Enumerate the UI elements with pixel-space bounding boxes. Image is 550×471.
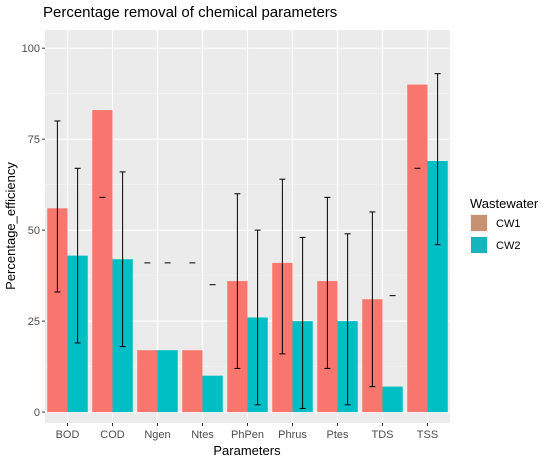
y-tick-label: 50: [28, 225, 40, 237]
y-tick-label: 0: [34, 407, 40, 419]
legend: Wastewater CW1 CW2: [470, 196, 539, 254]
legend-swatch-cw2: [471, 237, 487, 253]
bar-cw2: [157, 350, 178, 413]
y-tick-label: 75: [28, 134, 40, 146]
x-tick-label: Ptes: [326, 429, 349, 441]
y-tick-label: 25: [28, 316, 40, 328]
legend-swatch-cw1: [471, 215, 487, 231]
legend-label: CW1: [496, 218, 520, 230]
x-tick-label: Phrus: [278, 429, 307, 441]
bar-cw1: [47, 208, 68, 413]
x-tick-label: BOD: [56, 429, 80, 441]
bar-cw1: [182, 350, 203, 413]
x-axis-label: Parameters: [213, 443, 281, 458]
bar-cw1: [92, 110, 113, 413]
x-tick-label: Ngen: [144, 429, 170, 441]
bar-cw1: [137, 350, 158, 413]
y-axis-label: Percentage_efficiency: [3, 162, 18, 290]
y-axis: 0 25 50 75 100: [22, 43, 45, 419]
x-axis: BOD COD Ngen Ntes PhPen Phrus Ptes TDS TSS: [56, 423, 438, 441]
legend-title: Wastewater: [470, 196, 539, 211]
x-tick-label: Ntes: [191, 429, 214, 441]
chart-title: Percentage removal of chemical parameter…: [43, 4, 337, 21]
x-tick-label: TSS: [417, 429, 438, 441]
bar-cw1: [407, 84, 428, 413]
error-bars: [54, 73, 441, 409]
bar-cw2: [382, 386, 403, 413]
y-tick-label: 100: [22, 43, 40, 55]
x-tick-label: TDS: [372, 429, 394, 441]
x-tick-label: COD: [100, 429, 125, 441]
bar-cw2: [427, 161, 448, 413]
legend-label: CW2: [496, 240, 520, 252]
bar-cw2: [202, 375, 223, 413]
x-tick-label: PhPen: [231, 429, 264, 441]
